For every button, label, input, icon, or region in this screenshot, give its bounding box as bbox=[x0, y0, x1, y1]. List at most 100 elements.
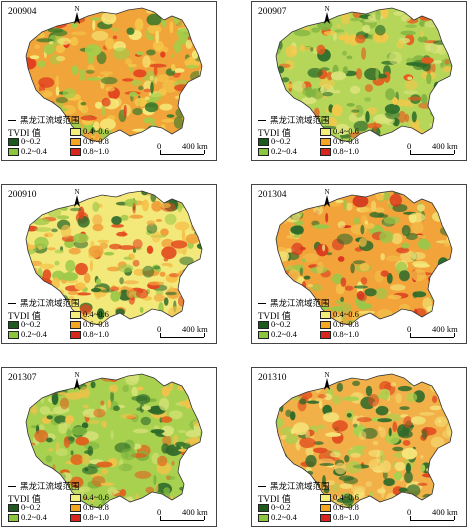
legend-class-item: 0.4~0.6 bbox=[320, 492, 359, 503]
scale-tick bbox=[410, 333, 411, 337]
legend-swatch bbox=[320, 494, 331, 503]
legend-swatch bbox=[70, 311, 81, 320]
legend-class-label: 0~0.2 bbox=[271, 136, 291, 146]
legend: 黑龙江流域范围 TVDI 值 0~0.2 0.2~0.4 0.4~0.6 0.6~0.8 0… bbox=[256, 480, 406, 526]
legend-class-item: 0~0.2 bbox=[258, 502, 290, 513]
legend-class-item: 0.8~1.0 bbox=[320, 512, 359, 523]
legend-class-label: 0.6~0.8 bbox=[333, 319, 359, 329]
legend-class-item: 0.4~0.6 bbox=[70, 309, 109, 320]
scale-distance-label: 400 km bbox=[432, 141, 458, 151]
panel-date-label: 200910 bbox=[8, 190, 37, 200]
scale-distance-label: 400 km bbox=[432, 507, 458, 517]
map-panel-3: 200910 N 黑龙江流域范围 TVDI 值 0~0.2 0.2~0.4 0.4~0.… bbox=[1, 184, 217, 344]
scale-tick bbox=[410, 150, 411, 154]
legend-boundary-label: 黑龙江流域范围 bbox=[270, 299, 330, 309]
scale-tick bbox=[204, 150, 205, 154]
legend-class-item: 0.2~0.4 bbox=[258, 146, 297, 157]
legend-boundary-item: 黑龙江流域范围 bbox=[8, 114, 80, 126]
legend-swatch bbox=[8, 504, 19, 513]
legend-class-item: 0~0.2 bbox=[8, 319, 41, 330]
legend-swatch bbox=[320, 504, 331, 513]
scale-tick bbox=[204, 333, 205, 337]
legend-boundary-item: 黑龙江流域范围 bbox=[8, 297, 80, 309]
legend-boundary-item: 黑龙江流域范围 bbox=[8, 480, 80, 492]
tvdi-map bbox=[25, 373, 203, 509]
scale-bar: 0 400 km bbox=[404, 507, 464, 526]
panel-date-label: 201310 bbox=[258, 373, 287, 383]
scale-distance-label: 400 km bbox=[182, 507, 208, 517]
legend-class-label: 0~0.2 bbox=[271, 319, 291, 329]
basin-boundary bbox=[25, 373, 203, 509]
legend-class-item: 0.6~0.8 bbox=[320, 502, 359, 513]
legend-swatch bbox=[70, 494, 81, 503]
legend-class-label: 0.4~0.6 bbox=[83, 126, 109, 136]
legend-class-item: 0.8~1.0 bbox=[70, 146, 109, 157]
scale-bar: 0 400 km bbox=[154, 141, 214, 160]
legend-class-item: 0.8~1.0 bbox=[70, 512, 109, 523]
legend-class-label: 0.2~0.4 bbox=[271, 329, 297, 339]
legend-title: TVDI 值 bbox=[8, 128, 41, 138]
legend-swatch bbox=[8, 514, 19, 523]
legend-title: TVDI 值 bbox=[8, 494, 41, 504]
north-arrow-icon: N bbox=[324, 188, 330, 207]
legend-swatch bbox=[70, 514, 81, 523]
scale-bar: 0 400 km bbox=[154, 507, 214, 526]
legend: 黑龙江流域范围 TVDI 值 0~0.2 0.2~0.4 0.4~0.6 0.6~0.8 0… bbox=[6, 480, 156, 526]
map-panel-4: 201304 N 黑龙江流域范围 TVDI 值 0~0.2 0.2~0.4 0.4~0.… bbox=[251, 184, 467, 344]
scale-tick bbox=[160, 516, 161, 520]
scale-tick bbox=[204, 516, 205, 520]
legend-swatch bbox=[70, 138, 81, 147]
scale-line bbox=[410, 520, 454, 521]
scale-tick bbox=[454, 333, 455, 337]
panel-date-label: 201304 bbox=[258, 190, 287, 200]
scale-line bbox=[160, 154, 204, 155]
scale-distance-label: 400 km bbox=[432, 324, 458, 334]
legend-class-label: 0.6~0.8 bbox=[83, 502, 109, 512]
scale-tick bbox=[160, 150, 161, 154]
tvdi-map bbox=[275, 190, 453, 326]
scale-zero-label: 0 bbox=[157, 507, 162, 517]
map-panel-2: 200907 N 黑龙江流域范围 TVDI 值 0~0.2 0.2~0.4 0.4~0.… bbox=[251, 1, 467, 161]
scale-tick bbox=[410, 516, 411, 520]
legend-swatch bbox=[70, 128, 81, 137]
legend: 黑龙江流域范围 TVDI 值 0~0.2 0.2~0.4 0.4~0.6 0.6~0.8 0… bbox=[6, 297, 156, 343]
legend-class-label: 0~0.2 bbox=[21, 319, 41, 329]
map-panel-1: 200904 N 黑龙江流域范围 TVDI 值 0~0.2 0.2~0.4 0.4~0.… bbox=[1, 1, 217, 161]
legend-class-item: 0.6~0.8 bbox=[70, 136, 109, 147]
legend-class-label: 0~0.2 bbox=[21, 136, 41, 146]
basin-boundary bbox=[275, 373, 453, 509]
scale-line bbox=[410, 337, 454, 338]
map-panel-5: 201307 N 黑龙江流域范围 TVDI 值 0~0.2 0.2~0.4 0.4~0.… bbox=[1, 367, 217, 527]
legend-class-item: 0~0.2 bbox=[258, 136, 291, 147]
legend-swatch bbox=[320, 331, 331, 340]
legend-class-label: 0.4~0.6 bbox=[83, 492, 109, 502]
scale-zero-label: 0 bbox=[157, 324, 162, 334]
legend-class-label: 0.2~0.4 bbox=[21, 146, 47, 156]
legend-swatch bbox=[8, 321, 19, 330]
scale-line bbox=[410, 154, 454, 155]
legend: 黑龙江流域范围 TVDI 值 0~0.2 0.2~0.4 0.4~0.6 0.6~0.8 0… bbox=[256, 297, 406, 343]
legend-class-label: 0.2~0.4 bbox=[21, 329, 47, 339]
legend-title: TVDI 值 bbox=[258, 128, 291, 138]
legend-class-item: 0.4~0.6 bbox=[70, 126, 109, 137]
legend-class-label: 0.2~0.4 bbox=[21, 512, 47, 522]
legend-class-label: 0.4~0.6 bbox=[333, 126, 359, 136]
legend-boundary-label: 黑龙江流域范围 bbox=[20, 299, 80, 309]
legend-boundary-label: 黑龙江流域范围 bbox=[270, 482, 330, 492]
legend-swatch bbox=[70, 148, 81, 157]
legend-boundary-label: 黑龙江流域范围 bbox=[270, 116, 330, 126]
legend-class-item: 0.6~0.8 bbox=[320, 136, 359, 147]
legend-class-label: 0.2~0.4 bbox=[271, 512, 297, 522]
north-arrow-icon: N bbox=[74, 371, 80, 390]
scale-tick bbox=[454, 150, 455, 154]
tvdi-map bbox=[275, 7, 453, 143]
legend-class-label: 0.6~0.8 bbox=[333, 136, 359, 146]
legend-class-label: 0~0.2 bbox=[21, 502, 41, 512]
legend-swatch bbox=[8, 148, 19, 157]
legend-swatch bbox=[258, 514, 269, 523]
legend-title: TVDI 值 bbox=[8, 311, 41, 321]
scale-tick bbox=[160, 333, 161, 337]
north-arrow-icon: N bbox=[74, 188, 80, 207]
scale-zero-label: 0 bbox=[157, 141, 162, 151]
north-arrow-icon: N bbox=[324, 5, 330, 24]
